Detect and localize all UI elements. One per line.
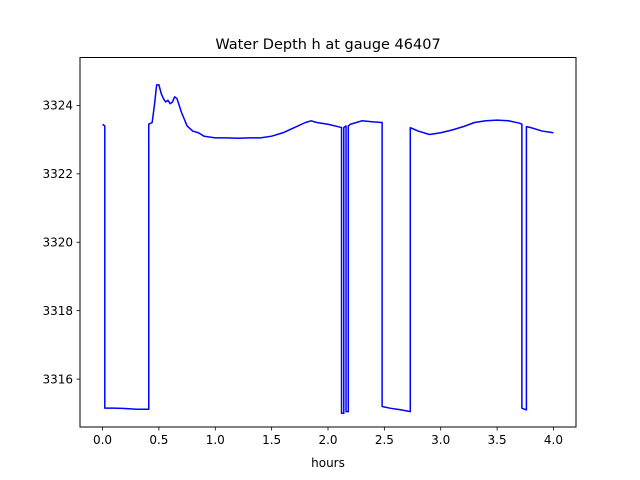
- y-tick-label: 3318: [42, 304, 73, 318]
- y-axis-ticks: 3316 3318 3320 3322 3324: [42, 99, 80, 386]
- y-tick-label: 3324: [42, 99, 73, 113]
- x-tick-label: 3.5: [488, 433, 507, 447]
- y-tick-label: 3316: [42, 372, 73, 386]
- x-tick-label: 1.5: [262, 433, 281, 447]
- chart-title: Water Depth h at gauge 46407: [215, 37, 440, 53]
- y-tick-label: 3320: [42, 236, 73, 250]
- x-axis-ticks: 0.0 0.5 1.0 1.5 2.0 2.5 3.0 3.5 4.0: [93, 427, 563, 447]
- x-tick-label: 1.0: [206, 433, 225, 447]
- x-tick-label: 3.0: [431, 433, 450, 447]
- y-tick-label: 3322: [42, 167, 73, 181]
- x-tick-label: 0.0: [93, 433, 112, 447]
- x-tick-label: 2.5: [375, 433, 394, 447]
- x-tick-label: 2.0: [318, 433, 337, 447]
- x-axis-label: hours: [311, 456, 345, 470]
- plot-area: [80, 57, 576, 427]
- x-tick-label: 0.5: [149, 433, 168, 447]
- x-tick-label: 4.0: [544, 433, 563, 447]
- series-line-0: [102, 84, 554, 415]
- series-layer: [102, 84, 554, 415]
